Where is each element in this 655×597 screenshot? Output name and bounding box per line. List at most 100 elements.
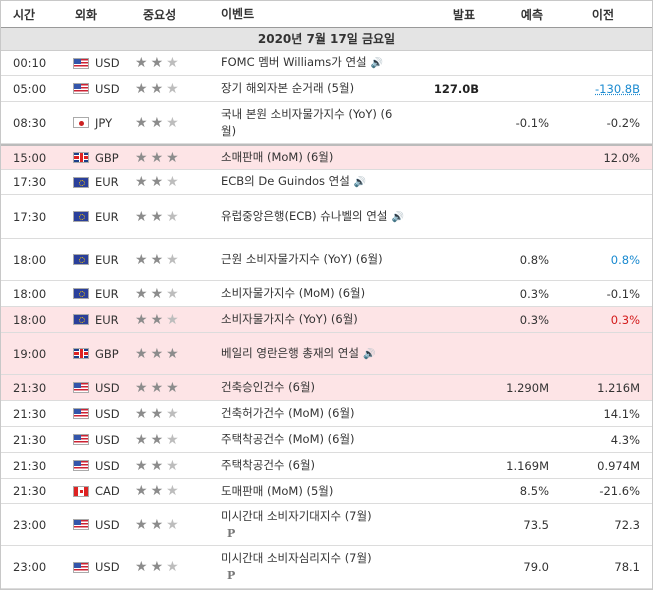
flag-us-icon [73,460,89,471]
table-row[interactable]: 18:00 EUR ★ ★ ★ 소비자물가지수 (MoM) (6월) 0.3% -0.1% [1,281,652,307]
header-importance[interactable]: 중요성 [143,7,177,22]
event-name-link[interactable]: ECB의 De Guindos 연설 [221,174,350,188]
flag-us-icon [73,57,89,69]
event-name-link[interactable]: 미시간대 소비자심리지수 (7월) [221,551,372,565]
header-currency[interactable]: 외화 [75,7,98,22]
table-row[interactable]: 00:10 USD ★ ★ ★ FOMC 멤버 Williams가 연설 🔊 [1,51,652,76]
currency-code: USD [95,406,120,421]
importance-rating: ★ ★ ★ [135,517,221,533]
table-row[interactable]: 23:00 USD ★ ★ ★ 미시간대 소비자심리지수 (7월) P 79.0 78.1 [1,546,652,589]
table-row[interactable]: 19:00 GBP ★ ★ ★ 베일리 영란은행 총재의 연설 🔊 [1,333,652,375]
event-name-link[interactable]: 건축승인건수 (6월) [221,380,316,394]
speaker-icon[interactable]: 🔊 [362,348,376,360]
table-row[interactable]: 18:00 EUR ★ ★ ★ 소비자물가지수 (YoY) (6월) 0.3% 0.3% [1,307,652,333]
table-row[interactable]: 15:00 GBP ★ ★ ★ 소매판매 (MoM) (6월) 12.0% [1,144,652,170]
event-time: 15:00 [13,150,47,165]
table-row[interactable]: 17:30 EUR ★ ★ ★ ECB의 De Guindos 연설 🔊 [1,170,652,195]
currency-code: USD [95,432,120,447]
event-name-link[interactable]: 주택착공건수 (6월) [221,458,316,472]
table-row[interactable]: 17:30 EUR ★ ★ ★ 유럽중앙은행(ECB) 슈나벨의 연설 🔊 [1,195,652,239]
importance-star-icon: ★ [135,174,148,190]
importance-rating: ★ ★ ★ [135,174,221,190]
event-name-link[interactable]: 도매판매 (MoM) (5월) [221,483,334,498]
table-row[interactable]: 21:30 USD ★ ★ ★ 건축허가건수 (MoM) (6월) 14.1% [1,401,652,427]
flag-ca-icon [73,485,89,497]
flag-us-icon [73,408,89,419]
event-name-link[interactable]: 유럽중앙은행(ECB) 슈나벨의 연설 [221,208,388,223]
currency-code: JPY [95,115,113,130]
event-name-link[interactable]: 소비자물가지수 (MoM) (6월) [221,286,366,300]
event-name-link[interactable]: 소비자물가지수 (YoY) (6월) [221,312,358,326]
importance-star-icon: ★ [135,149,148,166]
header-previous[interactable]: 이전 [591,7,614,22]
importance-rating: ★ ★ ★ [135,150,221,166]
importance-star-icon: ★ [135,345,148,362]
importance-star-icon: ★ [150,379,164,396]
importance-star-icon: ★ [166,457,179,474]
previous-value[interactable]: -130.8B [595,81,640,96]
table-row[interactable]: 21:30 USD ★ ★ ★ 주택착공건수 (MoM) (6월) 4.3% [1,427,652,453]
event-time: 17:30 [13,209,47,224]
event-time: 18:00 [13,252,47,267]
table-row[interactable]: 05:00 USD ★ ★ ★ 장기 해외자본 순거래 (5월) 127.0B -130.8B [1,76,652,102]
table-row[interactable]: 23:00 USD ★ ★ ★ 미시간대 소비자기대지수 (7월) P 73.5 72.3 [1,504,652,546]
event-name-link[interactable]: 주택착공건수 (MoM) (6월) [221,432,355,446]
previous-value: -21.6% [599,484,640,498]
forecast-value: 73.5 [523,517,549,532]
flag-eu-icon [73,288,89,299]
event-name-link[interactable]: 소매판매 (MoM) (6월) [221,150,334,164]
importance-star-icon: ★ [150,80,164,97]
speaker-icon[interactable]: 🔊 [370,58,384,69]
table-row[interactable]: 21:30 USD ★ ★ ★ 주택착공건수 (6월) 1.169M 0.974M [1,453,652,479]
flag-eu-icon [73,254,89,265]
header-time[interactable]: 시간 [13,7,36,22]
event-time: 18:00 [13,286,47,301]
currency-code: EUR [95,209,119,224]
importance-star-icon: ★ [135,80,148,97]
event-name-link[interactable]: 미시간대 소비자기대지수 (7월) [221,508,372,523]
event-name-link[interactable]: 건축허가건수 (MoM) (6월) [221,406,355,420]
speaker-icon[interactable]: 🔊 [353,177,367,188]
event-time: 21:30 [13,380,47,395]
event-time: 23:00 [13,517,47,532]
importance-star-icon: ★ [166,516,179,533]
importance-star-icon: ★ [150,208,164,225]
currency-code: USD [95,81,120,96]
importance-rating: ★ ★ ★ [135,312,221,328]
table-row[interactable]: 21:30 USD ★ ★ ★ 건축승인건수 (6월) 1.290M 1.216M [1,375,652,401]
event-name-link[interactable]: 국내 본원 소비자물가지수 (YoY) (6월) [221,106,393,138]
importance-star-icon: ★ [135,516,148,533]
importance-star-icon: ★ [150,285,164,302]
table-row[interactable]: 18:00 EUR ★ ★ ★ 근원 소비자물가지수 (YoY) (6월) 0.8% 0.8% [1,239,652,281]
importance-star-icon: ★ [150,149,164,166]
header-forecast[interactable]: 예측 [520,7,543,22]
importance-star-icon: ★ [166,174,179,190]
importance-rating: ★ ★ ★ [135,55,221,71]
event-time: 08:30 [13,115,47,130]
header-actual[interactable]: 발표 [452,7,475,22]
event-name-link[interactable]: 베일리 영란은행 총재의 연설 [221,345,359,360]
currency-code: CAD [95,484,120,498]
importance-star-icon: ★ [135,285,148,302]
importance-rating: ★ ★ ★ [135,209,221,225]
event-name-link[interactable]: FOMC 멤버 Williams가 연설 [221,55,367,69]
previous-value: -0.1% [606,286,640,301]
event-name-link[interactable]: 근원 소비자물가지수 (YoY) (6월) [221,252,383,266]
table-row[interactable]: 21:30 CAD ★ ★ ★ 도매판매 (MoM) (5월) 8.5% -21.6% [1,479,652,504]
event-name-link[interactable]: 장기 해외자본 순거래 (5월) [221,81,355,95]
table-row[interactable]: 08:30 JPY ★ ★ ★ 국내 본원 소비자물가지수 (YoY) (6월) -0.1%… [1,102,652,144]
speaker-icon[interactable]: 🔊 [391,211,404,223]
importance-star-icon: ★ [150,114,164,131]
currency-code: USD [95,380,120,395]
header-event[interactable]: 이벤트 [221,6,255,21]
forecast-value: 0.3% [519,312,549,327]
importance-rating: ★ ★ ★ [135,115,221,131]
importance-star-icon: ★ [135,311,148,328]
event-time: 21:30 [13,458,47,473]
currency-code: EUR [95,312,119,327]
importance-rating: ★ ★ ★ [135,406,221,422]
flag-gb-icon [73,348,89,359]
flag-gb-icon [73,152,89,163]
date-row: 2020년 7월 17일 금요일 [1,28,652,51]
